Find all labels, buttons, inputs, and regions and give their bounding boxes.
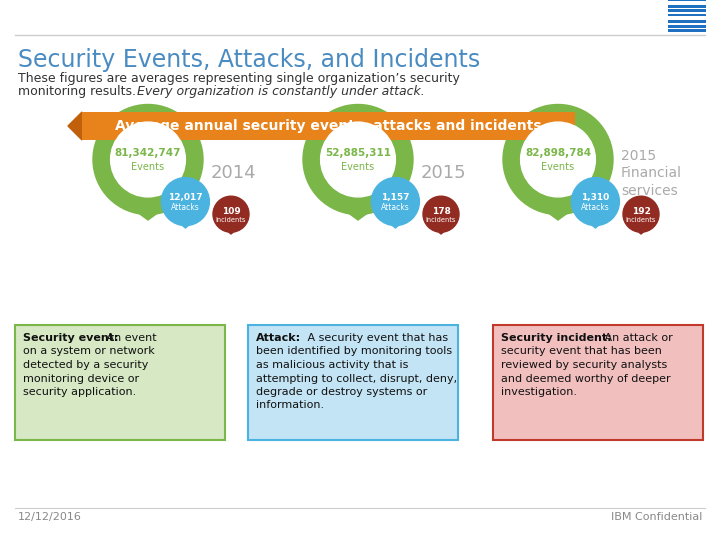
Text: 81,342,747: 81,342,747 xyxy=(114,147,181,158)
Text: 12/12/2016: 12/12/2016 xyxy=(18,512,82,522)
Text: security event that has been: security event that has been xyxy=(501,347,662,356)
Text: Security event:: Security event: xyxy=(23,333,119,343)
Text: An event: An event xyxy=(103,333,157,343)
Text: Attack:: Attack: xyxy=(256,333,301,343)
Text: investigation.: investigation. xyxy=(501,387,577,397)
Text: degrade or destroy systems or: degrade or destroy systems or xyxy=(256,387,427,397)
FancyBboxPatch shape xyxy=(668,5,706,8)
Text: detected by a security: detected by a security xyxy=(23,360,148,370)
Text: reviewed by security analysts: reviewed by security analysts xyxy=(501,360,667,370)
Polygon shape xyxy=(432,226,450,234)
Text: 2015
Financial
services: 2015 Financial services xyxy=(621,149,682,198)
Text: on a system or network: on a system or network xyxy=(23,347,155,356)
Circle shape xyxy=(503,105,613,214)
Text: 2014: 2014 xyxy=(211,164,256,183)
Text: 1,157: 1,157 xyxy=(381,193,410,202)
Polygon shape xyxy=(583,218,608,228)
Text: 12,017: 12,017 xyxy=(168,193,203,202)
Text: Every organization is constantly under attack.: Every organization is constantly under a… xyxy=(137,85,425,98)
Circle shape xyxy=(521,122,595,197)
Text: A security event that has: A security event that has xyxy=(304,333,448,343)
Polygon shape xyxy=(174,218,197,228)
Text: Events: Events xyxy=(541,163,575,172)
Circle shape xyxy=(372,178,419,226)
Text: These figures are averages representing single organization’s security: These figures are averages representing … xyxy=(18,72,460,85)
Text: 2015: 2015 xyxy=(421,164,467,183)
Text: An attack or: An attack or xyxy=(601,333,672,343)
Text: information.: information. xyxy=(256,401,324,410)
FancyBboxPatch shape xyxy=(248,325,458,440)
Circle shape xyxy=(161,178,210,226)
FancyBboxPatch shape xyxy=(668,14,706,16)
Text: Attacks: Attacks xyxy=(171,203,199,212)
Circle shape xyxy=(423,196,459,232)
Polygon shape xyxy=(632,226,650,234)
Text: Incidents: Incidents xyxy=(216,217,246,223)
Polygon shape xyxy=(529,199,587,220)
Text: Average annual security events, attacks and incidents: Average annual security events, attacks … xyxy=(115,119,542,133)
Text: been identified by monitoring tools: been identified by monitoring tools xyxy=(256,347,452,356)
Text: Security Events, Attacks, and Incidents: Security Events, Attacks, and Incidents xyxy=(18,48,480,72)
Polygon shape xyxy=(575,112,589,140)
Text: 82,898,784: 82,898,784 xyxy=(525,147,591,158)
Text: Events: Events xyxy=(132,163,165,172)
Text: 52,885,311: 52,885,311 xyxy=(325,147,391,158)
Text: monitoring device or: monitoring device or xyxy=(23,374,139,383)
Text: Security incident:: Security incident: xyxy=(501,333,611,343)
Circle shape xyxy=(572,178,619,226)
Text: Attacks: Attacks xyxy=(581,203,610,212)
FancyBboxPatch shape xyxy=(15,325,225,440)
Polygon shape xyxy=(120,199,176,220)
Text: monitoring results.: monitoring results. xyxy=(18,85,148,98)
FancyBboxPatch shape xyxy=(668,25,706,28)
Circle shape xyxy=(213,196,249,232)
Polygon shape xyxy=(222,226,240,234)
Circle shape xyxy=(303,105,413,214)
Text: attempting to collect, disrupt, deny,: attempting to collect, disrupt, deny, xyxy=(256,374,457,383)
FancyBboxPatch shape xyxy=(493,325,703,440)
Polygon shape xyxy=(68,112,82,140)
Text: 192: 192 xyxy=(631,207,650,215)
Polygon shape xyxy=(329,199,387,220)
Circle shape xyxy=(623,196,659,232)
FancyBboxPatch shape xyxy=(668,29,706,32)
Circle shape xyxy=(111,122,186,197)
Polygon shape xyxy=(383,218,408,228)
Text: Events: Events xyxy=(341,163,374,172)
Text: and deemed worthy of deeper: and deemed worthy of deeper xyxy=(501,374,670,383)
FancyBboxPatch shape xyxy=(668,9,706,12)
Text: security application.: security application. xyxy=(23,387,136,397)
FancyBboxPatch shape xyxy=(668,0,706,1)
Text: 1,310: 1,310 xyxy=(581,193,610,202)
FancyBboxPatch shape xyxy=(668,21,706,23)
FancyBboxPatch shape xyxy=(82,112,575,140)
Circle shape xyxy=(93,105,203,214)
Text: IBM Confidential: IBM Confidential xyxy=(611,512,702,522)
Text: as malicious activity that is: as malicious activity that is xyxy=(256,360,408,370)
Text: 178: 178 xyxy=(431,207,451,215)
Text: Attacks: Attacks xyxy=(381,203,410,212)
Circle shape xyxy=(320,122,395,197)
Text: Incidents: Incidents xyxy=(626,217,656,223)
Text: 109: 109 xyxy=(222,207,240,215)
Text: Incidents: Incidents xyxy=(426,217,456,223)
